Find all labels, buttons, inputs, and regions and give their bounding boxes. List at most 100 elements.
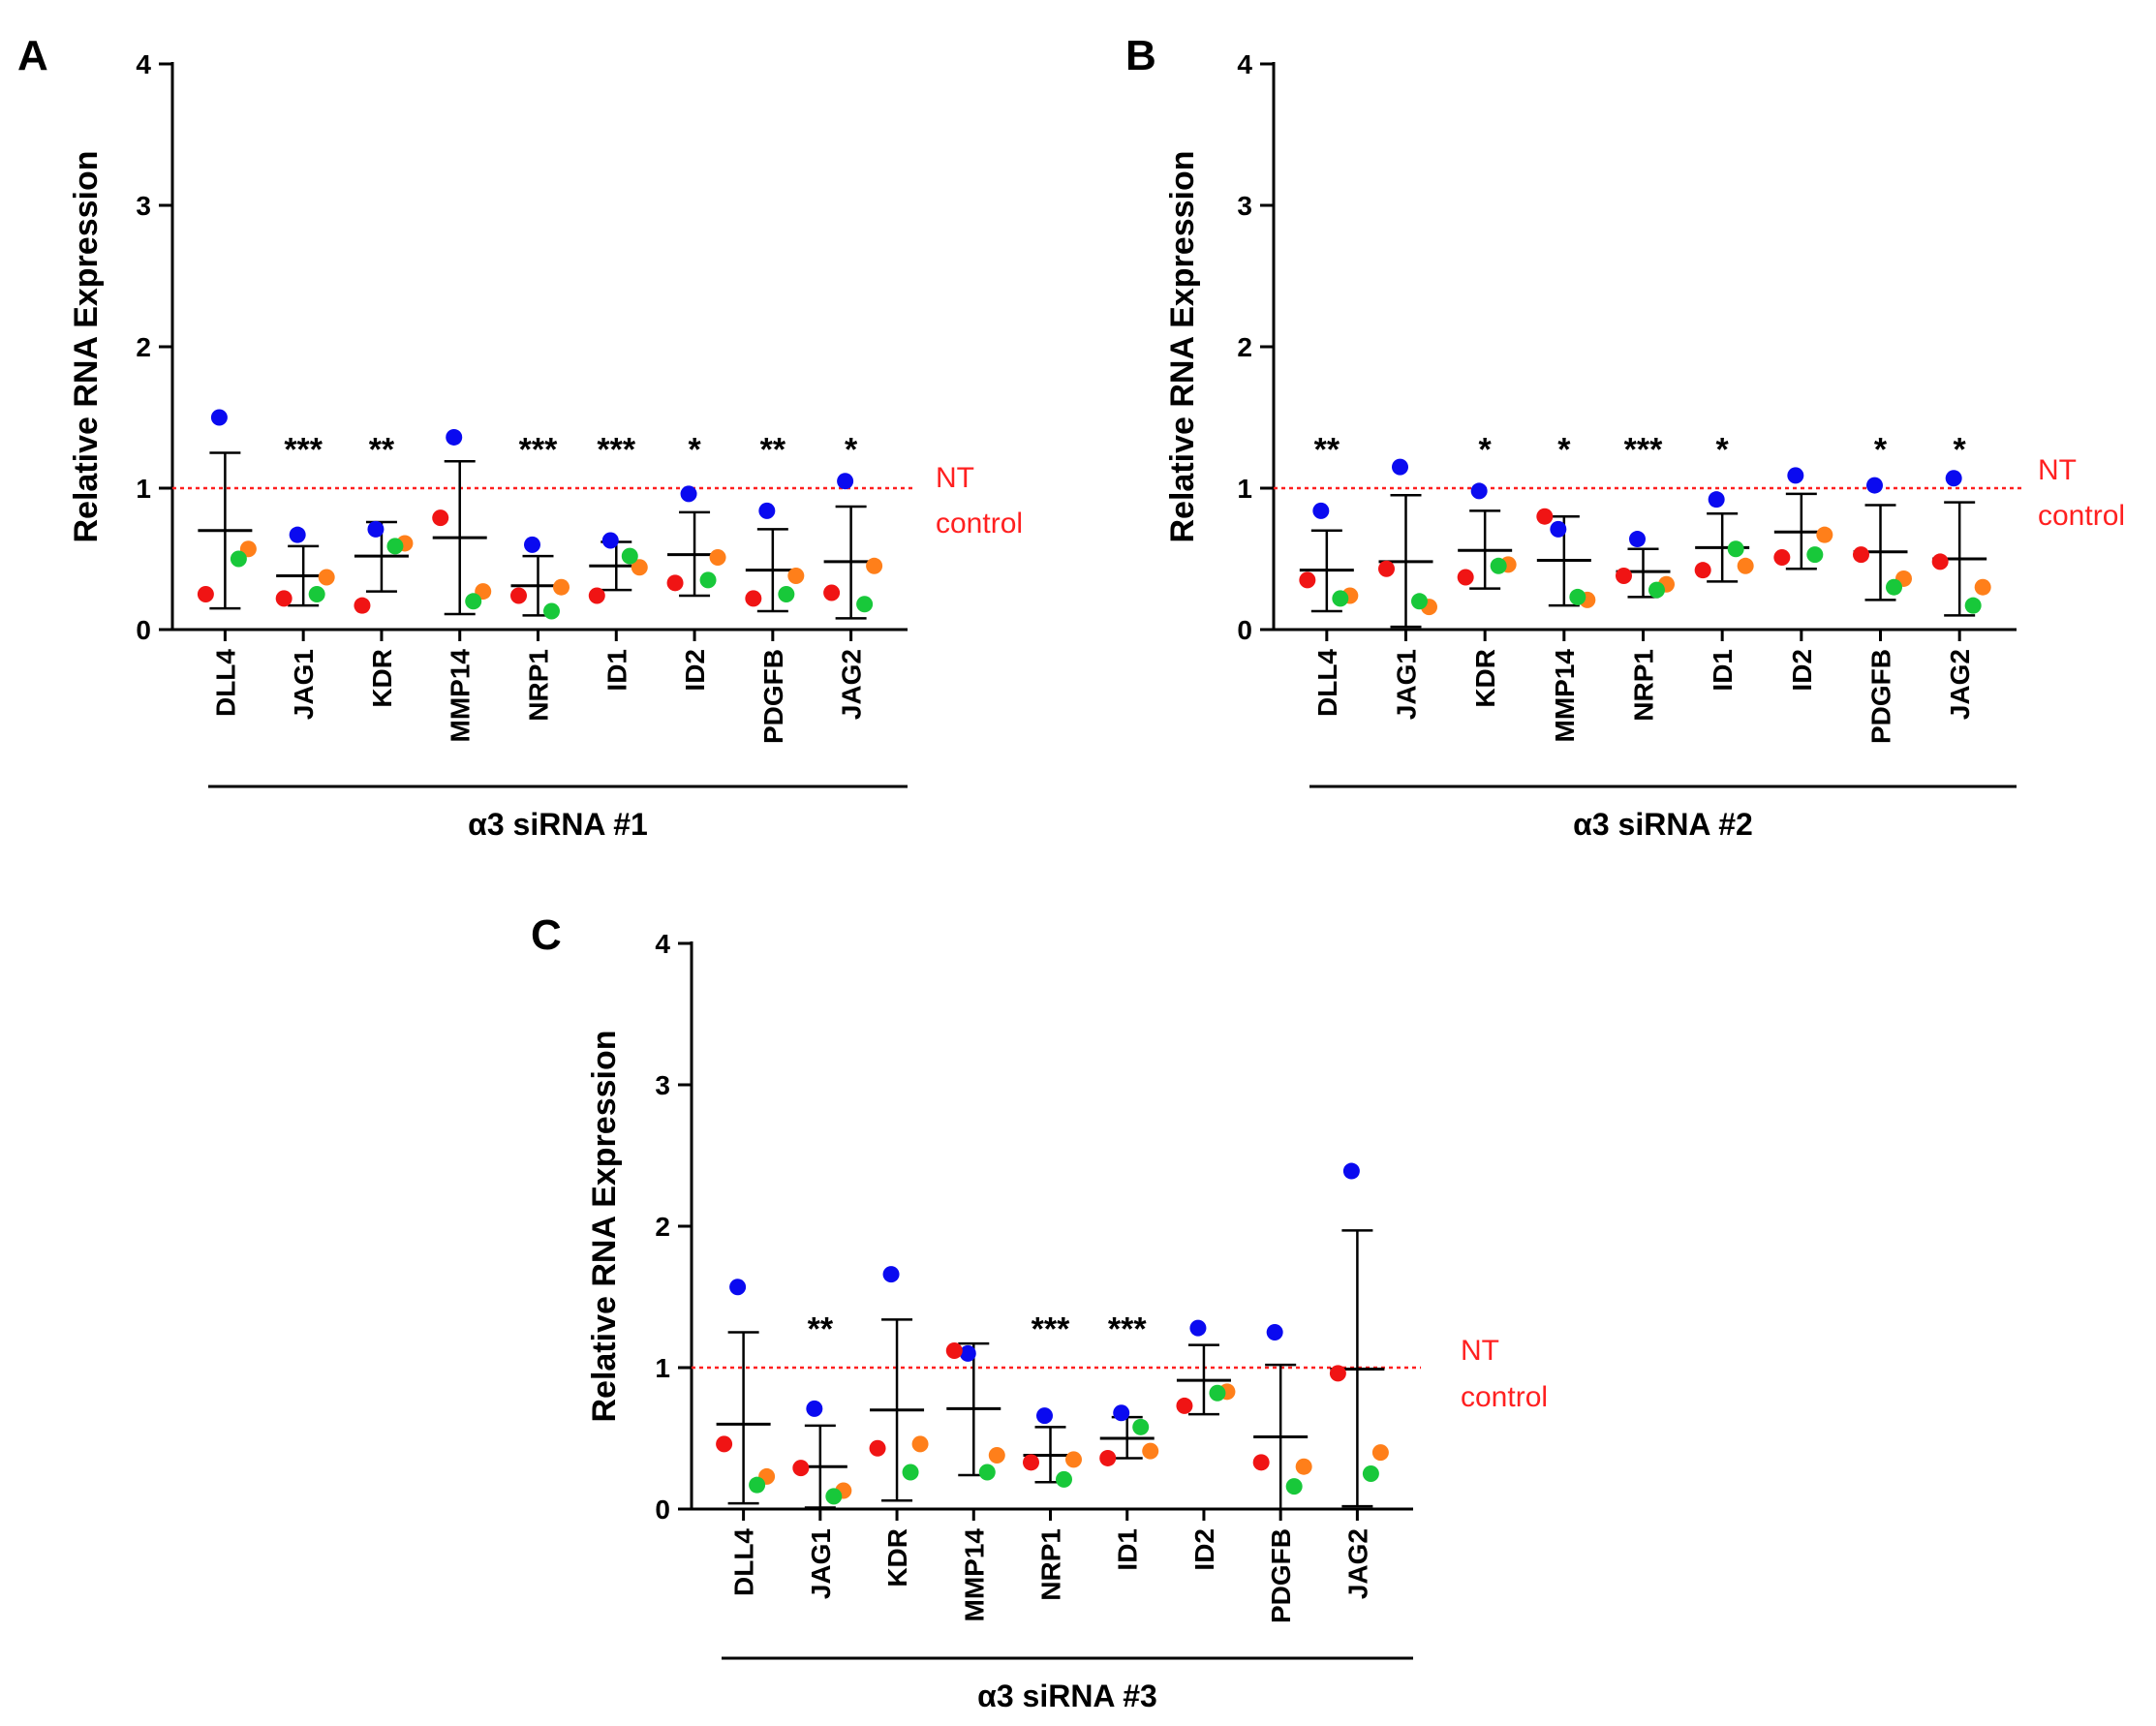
data-point-replicate-2 <box>1378 560 1395 577</box>
data-point-replicate-1 <box>524 536 540 553</box>
x-tick-label: ID1 <box>1708 649 1738 692</box>
data-point-replicate-1 <box>959 1344 976 1362</box>
y-tick-label: 2 <box>136 332 151 362</box>
significance-marker: * <box>1954 432 1967 469</box>
significance-marker: *** <box>1108 1311 1147 1348</box>
data-point-replicate-2 <box>1853 546 1869 564</box>
significance-marker: *** <box>284 432 323 469</box>
group-label: α3 siRNA #1 <box>468 807 648 842</box>
y-axis-label: Relative RNA Expression <box>1164 151 1201 543</box>
data-point-replicate-2 <box>1536 508 1554 525</box>
data-point-replicate-2 <box>823 584 841 601</box>
data-point-replicate-1 <box>806 1400 823 1417</box>
x-tick-label: PDGFB <box>1266 1528 1296 1623</box>
data-point-replicate-1 <box>1392 458 1408 476</box>
data-point-replicate-4 <box>699 571 717 589</box>
data-point-replicate-1 <box>210 409 228 426</box>
data-point-replicate-1 <box>1787 467 1804 484</box>
significance-marker: *** <box>597 432 635 469</box>
x-tick-label: ID2 <box>1787 649 1817 692</box>
data-point-replicate-2 <box>1457 569 1474 586</box>
x-tick-label: ID1 <box>601 649 631 692</box>
significance-marker: * <box>688 432 701 469</box>
data-point-replicate-1 <box>1342 1162 1360 1180</box>
data-point-replicate-3 <box>1737 557 1754 574</box>
data-point-replicate-3 <box>866 557 883 574</box>
data-point-replicate-3 <box>1295 1458 1312 1475</box>
x-tick-label: JAG2 <box>1945 649 1975 720</box>
data-point-replicate-1 <box>680 485 697 503</box>
reference-line-label: control <box>1461 1381 1548 1413</box>
data-point-replicate-2 <box>1099 1449 1117 1466</box>
x-tick-label: NRP1 <box>1036 1528 1066 1601</box>
panel-letter: C <box>531 911 562 959</box>
x-tick-label: ID2 <box>680 649 710 692</box>
data-point-replicate-4 <box>1362 1465 1379 1482</box>
data-point-replicate-3 <box>1371 1444 1389 1462</box>
data-point-replicate-4 <box>308 586 325 602</box>
significance-marker: * <box>1479 432 1493 469</box>
y-tick-label: 2 <box>655 1212 670 1242</box>
y-axis-label: Relative RNA Expression <box>68 151 105 543</box>
data-point-replicate-4 <box>902 1464 919 1481</box>
data-point-replicate-4 <box>1056 1470 1072 1488</box>
x-tick-label: JAG1 <box>1392 649 1422 720</box>
data-point-replicate-2 <box>666 574 684 592</box>
y-tick-label: 4 <box>655 929 670 959</box>
data-point-replicate-4 <box>1285 1478 1303 1495</box>
data-point-replicate-2 <box>1252 1454 1270 1471</box>
x-tick-label: JAG1 <box>806 1528 836 1599</box>
x-tick-label: PDGFB <box>1866 649 1896 744</box>
data-point-replicate-4 <box>1132 1418 1150 1435</box>
data-point-replicate-1 <box>1113 1404 1130 1422</box>
reference-line-label: control <box>936 508 1023 539</box>
data-point-replicate-1 <box>837 473 854 490</box>
data-point-replicate-3 <box>709 549 726 567</box>
data-point-replicate-4 <box>1332 590 1349 607</box>
y-tick-label: 0 <box>1237 615 1252 645</box>
y-tick-label: 1 <box>655 1353 670 1383</box>
group-label: α3 siRNA #3 <box>977 1679 1157 1713</box>
x-tick-label: JAG1 <box>289 649 319 720</box>
significance-marker: *** <box>1032 1311 1070 1348</box>
data-point-replicate-3 <box>1974 578 1991 596</box>
data-point-replicate-1 <box>1036 1407 1053 1425</box>
data-point-replicate-2 <box>869 1439 886 1457</box>
data-point-replicate-4 <box>1886 578 1902 596</box>
data-point-replicate-1 <box>1945 470 1962 487</box>
data-point-replicate-4 <box>1411 593 1428 610</box>
data-point-replicate-3 <box>318 569 335 586</box>
significance-marker: ** <box>369 432 395 469</box>
x-tick-label: MMP14 <box>1550 649 1580 743</box>
data-point-replicate-3 <box>1816 526 1833 543</box>
significance-marker: *** <box>519 432 558 469</box>
y-tick-label: 3 <box>1237 191 1252 221</box>
data-point-replicate-4 <box>621 547 638 565</box>
data-point-replicate-4 <box>465 593 482 610</box>
data-point-replicate-1 <box>882 1266 900 1283</box>
x-tick-label: DLL4 <box>210 649 240 717</box>
data-point-replicate-3 <box>1065 1451 1082 1468</box>
data-point-replicate-4 <box>778 586 795 602</box>
x-tick-label: MMP14 <box>959 1528 989 1622</box>
y-tick-label: 1 <box>1237 474 1252 504</box>
data-point-replicate-3 <box>1142 1442 1159 1460</box>
data-point-replicate-4 <box>1727 540 1744 558</box>
y-tick-label: 0 <box>655 1495 670 1525</box>
x-tick-label: ID1 <box>1113 1528 1143 1571</box>
data-point-replicate-2 <box>1176 1397 1193 1414</box>
data-point-replicate-2 <box>197 586 214 602</box>
significance-marker: *** <box>1624 432 1663 469</box>
data-point-replicate-4 <box>230 550 247 568</box>
data-point-replicate-1 <box>367 520 385 538</box>
x-tick-label: ID2 <box>1189 1528 1219 1571</box>
y-tick-label: 1 <box>136 474 151 504</box>
data-point-replicate-2 <box>945 1341 963 1359</box>
significance-marker: ** <box>808 1311 834 1348</box>
reference-line-label: NT <box>1461 1335 1499 1367</box>
data-point-replicate-4 <box>825 1488 843 1505</box>
data-point-replicate-2 <box>432 509 449 527</box>
data-point-replicate-2 <box>1694 562 1711 579</box>
